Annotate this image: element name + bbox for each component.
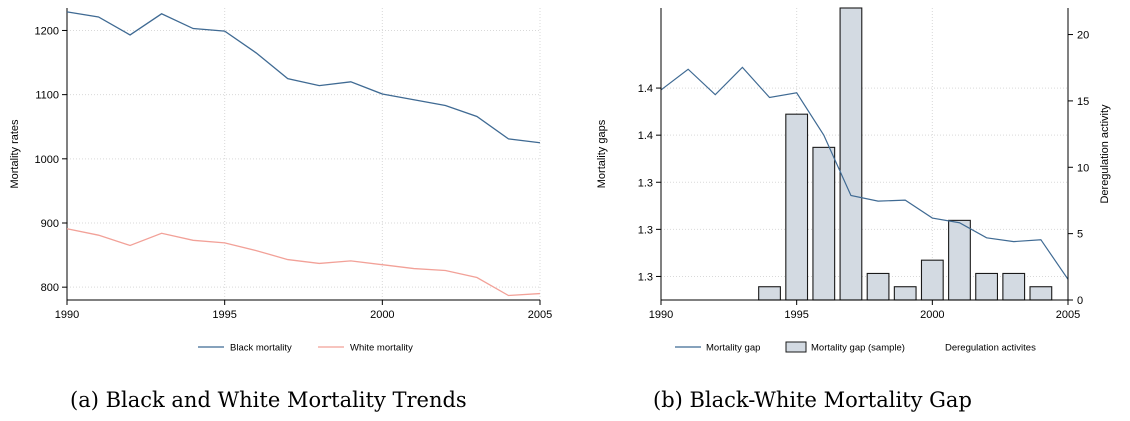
bar-1999 bbox=[893, 286, 917, 301]
y-tick-label: 1.3 bbox=[638, 271, 653, 283]
chart-black-white-mortality-gap: 1.3 1.3 1.3 1.4 1.4 1990 1995 2000 2005 0 5 10 15 20 M… bbox=[596, 7, 1111, 354]
bar-2000 bbox=[920, 259, 944, 301]
x-tick-label: 1990 bbox=[55, 309, 79, 321]
bar-1994 bbox=[758, 286, 781, 301]
bar-1996 bbox=[812, 146, 836, 301]
y-tick-label: 1200 bbox=[35, 25, 59, 37]
y2-tick-label: 0 bbox=[1077, 295, 1083, 307]
x-tick-label: 1995 bbox=[784, 309, 808, 321]
bar-1998 bbox=[866, 272, 890, 301]
y2-tick-label: 20 bbox=[1077, 30, 1089, 42]
bar-2002 bbox=[975, 272, 999, 301]
x-tick-label: 2005 bbox=[1056, 309, 1080, 321]
x-tick-label: 2000 bbox=[370, 309, 394, 321]
y-axis-label: Mortality rates bbox=[9, 119, 21, 189]
series-line-white-mortality bbox=[66, 228, 541, 297]
y2-tick-label: 5 bbox=[1077, 229, 1083, 241]
y-tick-label: 1.3 bbox=[638, 177, 653, 189]
y2-tick-label: 15 bbox=[1077, 96, 1089, 108]
legend-label-deregulation: Deregulation activites bbox=[945, 343, 1036, 354]
y-tick-label: 1100 bbox=[35, 90, 59, 102]
y-tick-label: 900 bbox=[41, 218, 59, 230]
x-tick-label: 2000 bbox=[920, 309, 944, 321]
y2-tick-label: 10 bbox=[1077, 162, 1089, 174]
bar-1997 bbox=[839, 7, 863, 301]
x-tick-label: 1995 bbox=[212, 309, 236, 321]
bar-2003 bbox=[1002, 272, 1026, 301]
legend-label-black: Black mortality bbox=[230, 343, 292, 354]
caption-b: (b) Black-White Mortality Gap bbox=[653, 388, 972, 412]
caption-a: (a) Black and White Mortality Trends bbox=[70, 388, 467, 412]
legend-label-sample: Mortality gap (sample) bbox=[811, 343, 905, 354]
series-line-mortality-gap bbox=[660, 66, 1069, 280]
series-line-black-mortality bbox=[66, 11, 541, 144]
legend-swatch-sample bbox=[785, 341, 807, 353]
y-tick-label: 1.4 bbox=[638, 130, 653, 142]
y-axis-label: Mortality gaps bbox=[596, 119, 608, 188]
legend-label-white: White mortality bbox=[350, 343, 413, 354]
y-tick-label: 1000 bbox=[35, 154, 59, 166]
chart-black-white-mortality-trends: 800 900 1000 1100 1200 1990 1995 2000 2005 Mortal… bbox=[9, 8, 552, 354]
legend-label-mortality-gap: Mortality gap bbox=[706, 343, 760, 354]
bar-1995 bbox=[785, 113, 809, 301]
x-tick-label: 2005 bbox=[528, 309, 552, 321]
y2-axis-label: Deregulation activity bbox=[1099, 104, 1111, 204]
y-tick-label: 1.3 bbox=[638, 224, 653, 236]
bar-2004 bbox=[1029, 286, 1053, 301]
bar-2001 bbox=[948, 219, 971, 301]
y-tick-label: 1.4 bbox=[638, 83, 653, 95]
y-tick-label: 800 bbox=[41, 282, 59, 294]
x-tick-label: 1990 bbox=[649, 309, 673, 321]
